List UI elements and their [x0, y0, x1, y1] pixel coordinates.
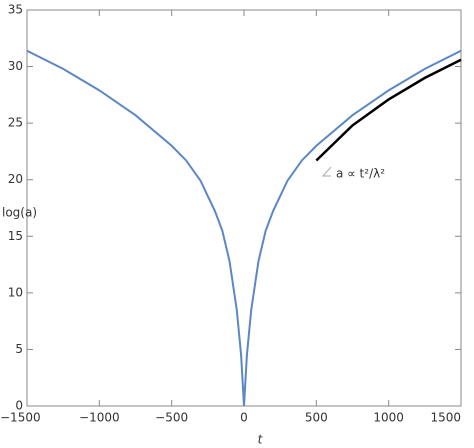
x-tick-label: 0	[240, 411, 248, 425]
annotation: a ∝ t²/λ²	[336, 167, 385, 181]
y-tick-label: 30	[8, 59, 23, 73]
annotation-leader	[321, 166, 332, 177]
frame	[26, 9, 462, 407]
curve	[26, 49, 462, 407]
y-axis-label: log(a)	[2, 206, 37, 220]
x-tick-label: −1500	[0, 411, 41, 425]
y-tick-label: 15	[8, 229, 23, 243]
y-tick-label: 0	[15, 399, 23, 413]
curve	[315, 58, 462, 162]
x-tick-label: 500	[305, 411, 328, 425]
y-tick-label: 20	[8, 172, 23, 186]
y-tick-label: 5	[15, 342, 23, 356]
x-tick-label: 1000	[373, 411, 404, 425]
x-tick-label: −500	[155, 411, 188, 425]
x-tick-label: 1500	[430, 411, 461, 425]
y-tick-label: 10	[8, 285, 23, 299]
y-tick-label: 35	[8, 3, 23, 17]
y-tick-label: 25	[8, 116, 23, 130]
x-tick-label: −1000	[79, 411, 120, 425]
x-axis-label: t	[258, 433, 264, 447]
